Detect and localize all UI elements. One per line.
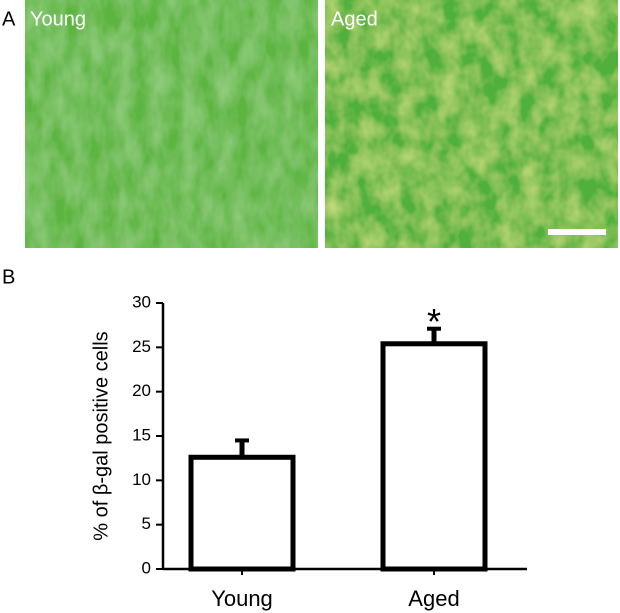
y-axis-label: % of β-gal positive cells [90, 331, 112, 540]
y-tick-label: 30 [132, 292, 151, 311]
image-label: Aged [331, 8, 378, 30]
scale-bar [548, 229, 606, 235]
panel-label: A [2, 8, 16, 30]
y-tick-label: 25 [132, 337, 151, 356]
bar [188, 454, 296, 572]
y-tick-label: 5 [142, 514, 151, 533]
y-tick-label: 0 [142, 558, 151, 577]
micrograph-texture [25, 0, 318, 248]
image-label: Young [30, 8, 86, 30]
y-tick-label: 10 [132, 470, 151, 489]
x-tick-label: Aged [408, 586, 459, 611]
bar [380, 341, 488, 572]
y-tick-label: 15 [132, 425, 151, 444]
panel-label: B [2, 266, 15, 288]
significance-marker: * [427, 301, 441, 342]
y-tick-label: 20 [132, 381, 151, 400]
x-tick-label: Young [211, 586, 273, 611]
micrograph-texture [325, 0, 618, 248]
